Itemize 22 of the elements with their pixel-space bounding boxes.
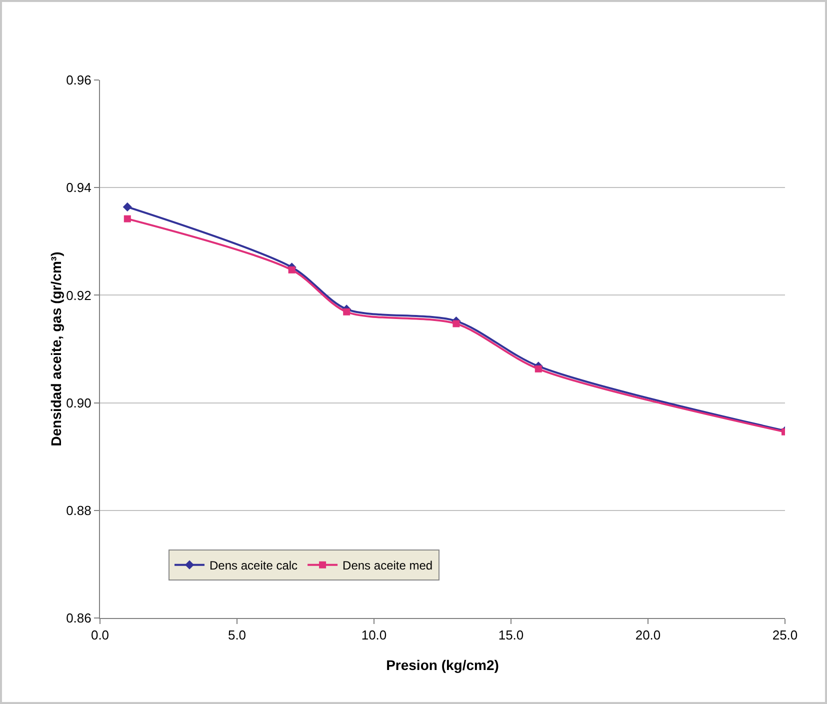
x-tick-label: 15.0 xyxy=(498,628,524,643)
x-axis-title: Presion (kg/cm2) xyxy=(386,657,499,673)
point xyxy=(288,266,296,274)
legend-label: Dens aceite calc xyxy=(210,558,298,573)
x-tick-label: 20.0 xyxy=(635,628,661,643)
y-tick-label: 0.96 xyxy=(66,72,92,88)
point xyxy=(124,215,131,222)
point xyxy=(534,365,542,372)
x-tick-label: 10.0 xyxy=(361,628,387,643)
x-tick-label: 0.0 xyxy=(90,628,110,643)
x-tick-label: 5.0 xyxy=(228,628,246,643)
point xyxy=(122,202,132,212)
y-tick-label: 0.86 xyxy=(66,610,92,626)
x-tick-label: 25.0 xyxy=(772,628,798,643)
y-tick-label: 0.88 xyxy=(66,502,92,518)
y-axis-title: Densidad aceite, gas (gr/cm³) xyxy=(48,252,64,446)
point xyxy=(452,320,460,328)
point xyxy=(343,308,350,316)
y-tick-label: 0.92 xyxy=(66,288,92,303)
y-tick-label: 0.90 xyxy=(66,395,92,410)
legend-label: Dens aceite med xyxy=(342,558,433,573)
y-tick-label: 0.94 xyxy=(66,180,92,196)
